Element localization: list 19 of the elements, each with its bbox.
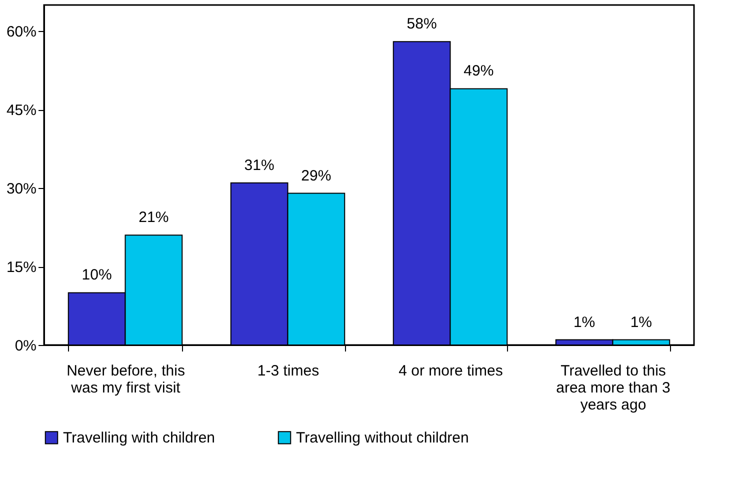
data-label: 1% <box>573 314 596 331</box>
data-label: 58% <box>406 16 437 33</box>
data-label: 1% <box>630 314 652 331</box>
x-tick-label: 4 or more times <box>398 362 503 380</box>
data-label: 49% <box>464 62 494 80</box>
y-tick-label: 15% <box>6 259 36 276</box>
y-tick-label: 45% <box>6 102 36 120</box>
x-tick-label: Never before, this was my first visit <box>66 362 185 396</box>
x-tick-label: Travelled to this area more than 3 years ago <box>556 362 670 414</box>
data-label: 31% <box>244 156 274 174</box>
data-label: 21% <box>138 209 169 226</box>
data-label: 10% <box>82 266 112 284</box>
y-tick-label: 30% <box>6 180 36 198</box>
legend-label: Travelling with children <box>63 430 216 447</box>
legend-label: Travelling without children <box>296 430 469 447</box>
y-tick-label: 60% <box>6 24 36 41</box>
x-tick-label: 1-3 times <box>257 362 320 380</box>
y-tick-label: 0% <box>14 338 36 354</box>
data-label: 29% <box>301 167 332 184</box>
